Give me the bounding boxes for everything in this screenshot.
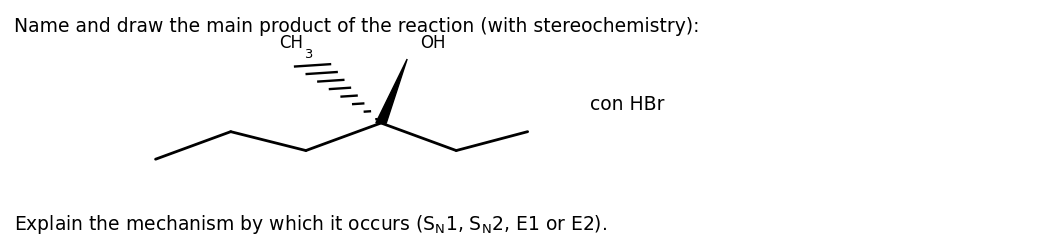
- Text: Name and draw the main product of the reaction (with stereochemistry):: Name and draw the main product of the re…: [14, 17, 699, 36]
- Text: CH: CH: [279, 34, 303, 52]
- Polygon shape: [376, 59, 407, 123]
- Text: OH: OH: [420, 34, 445, 52]
- Text: Explain the mechanism by which it occurs ($\mathregular{S_N}$1, $\mathregular{S_: Explain the mechanism by which it occurs…: [14, 213, 607, 236]
- Text: 3: 3: [304, 48, 312, 62]
- Text: con HBr: con HBr: [590, 95, 664, 114]
